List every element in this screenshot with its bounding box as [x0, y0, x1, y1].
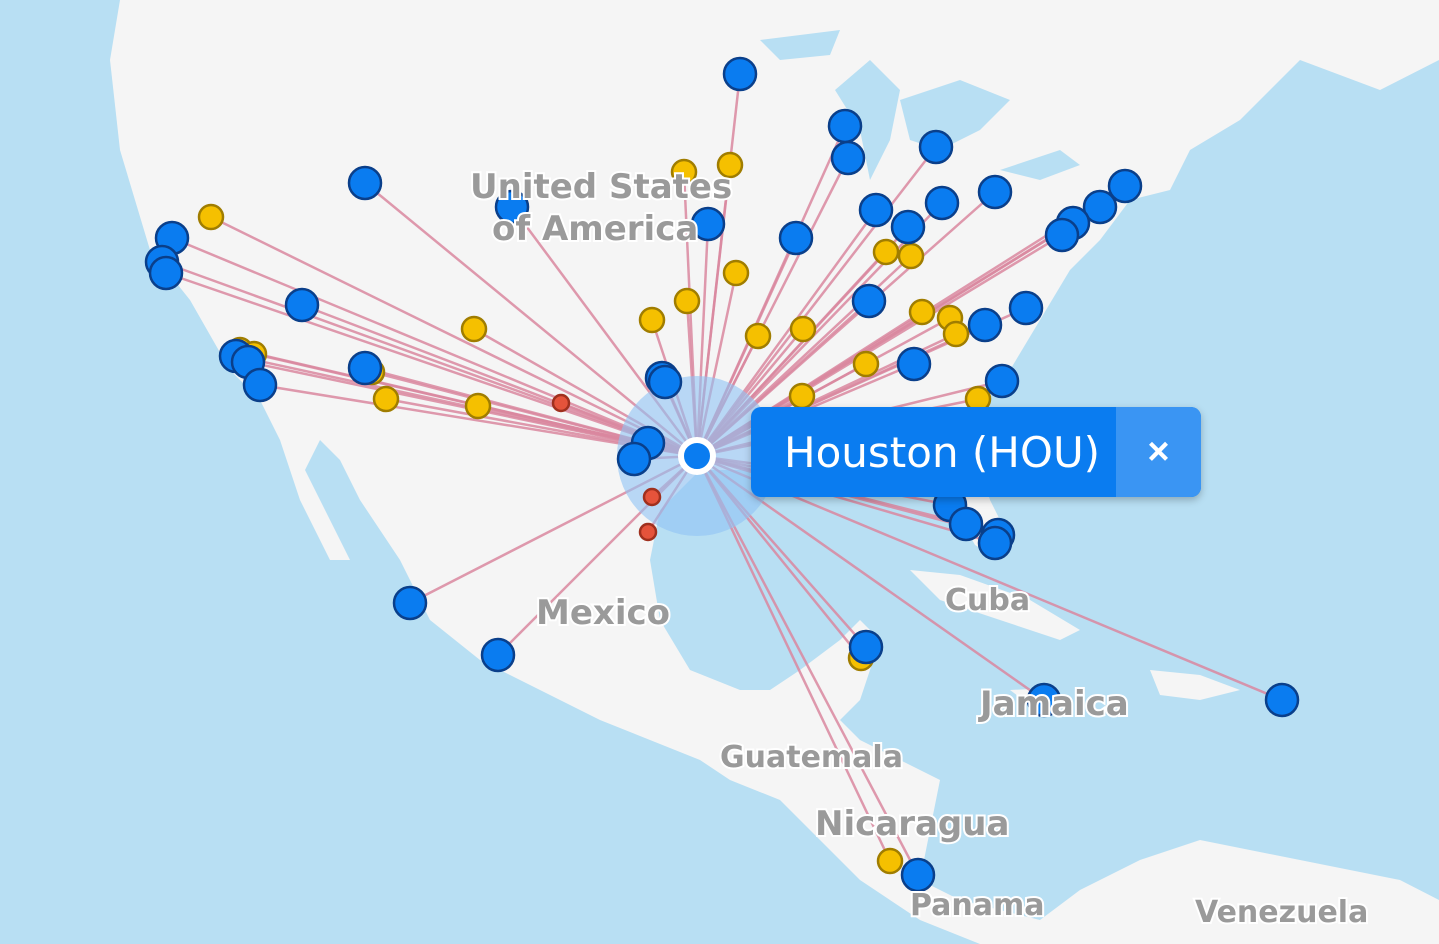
- airport-marker-blue[interactable]: [148, 255, 184, 291]
- airport-marker-blue[interactable]: [494, 189, 530, 225]
- airport-marker-blue[interactable]: [1107, 168, 1143, 204]
- airport-marker-yellow[interactable]: [852, 350, 880, 378]
- route-line: [210, 215, 698, 458]
- airport-marker-yellow[interactable]: [197, 203, 225, 231]
- label-usa-2: of America: [492, 209, 698, 249]
- airport-marker-blue[interactable]: [778, 220, 814, 256]
- label-venezuela: Venezuela: [1195, 895, 1368, 930]
- airport-marker-red[interactable]: [642, 487, 662, 507]
- country-labels: United States of America Mexico Cuba Jam…: [468, 165, 1370, 932]
- label-nicaragua: Nicaragua: [815, 804, 1009, 844]
- airport-marker-blue[interactable]: [1082, 189, 1118, 225]
- airport-marker-yellow[interactable]: [673, 287, 701, 315]
- airport-marker-blue[interactable]: [830, 140, 866, 176]
- label-guatemala: Guatemala: [720, 740, 903, 775]
- airport-marker-blue[interactable]: [924, 185, 960, 221]
- hub-marker-houston[interactable]: [678, 437, 716, 475]
- airport-marker-yellow[interactable]: [897, 242, 925, 270]
- airport-marker-blue[interactable]: [392, 585, 428, 621]
- airport-marker-blue[interactable]: [242, 367, 278, 403]
- airport-marker-yellow[interactable]: [788, 382, 816, 410]
- airport-marker-blue[interactable]: [984, 363, 1020, 399]
- close-icon: ×: [1147, 430, 1170, 473]
- airport-marker-yellow[interactable]: [942, 320, 970, 348]
- airport-marker-red[interactable]: [551, 393, 571, 413]
- airport-popup: Houston (HOU) ×: [751, 407, 1201, 497]
- close-button[interactable]: ×: [1116, 407, 1201, 497]
- airport-marker-yellow[interactable]: [372, 385, 400, 413]
- route-line: [165, 271, 698, 458]
- route-line: [171, 236, 698, 458]
- airport-marker-red[interactable]: [638, 522, 658, 542]
- airport-marker-blue[interactable]: [616, 441, 652, 477]
- airport-marker-yellow[interactable]: [638, 306, 666, 334]
- airport-marker-yellow[interactable]: [908, 298, 936, 326]
- airport-marker-blue[interactable]: [1008, 290, 1044, 326]
- airport-marker-blue[interactable]: [977, 525, 1013, 561]
- airport-marker-yellow[interactable]: [872, 238, 900, 266]
- airport-marker-blue[interactable]: [1044, 217, 1080, 253]
- airport-marker-yellow[interactable]: [876, 847, 904, 875]
- airport-marker-blue[interactable]: [948, 506, 984, 542]
- airport-marker-yellow[interactable]: [722, 259, 750, 287]
- airport-marker-yellow[interactable]: [464, 392, 492, 420]
- airport-marker-blue[interactable]: [647, 364, 683, 400]
- airport-marker-blue[interactable]: [900, 857, 936, 893]
- route-line: [161, 260, 698, 458]
- airport-marker-blue[interactable]: [848, 629, 884, 665]
- label-mexico: Mexico: [536, 593, 670, 633]
- airport-marker-yellow[interactable]: [789, 315, 817, 343]
- label-jamaica: Jamaica: [978, 684, 1129, 724]
- airport-marker-blue[interactable]: [1026, 682, 1062, 718]
- airport-marker-blue[interactable]: [977, 174, 1013, 210]
- airport-marker-blue[interactable]: [722, 56, 758, 92]
- popup-title: Houston (HOU): [784, 427, 1101, 477]
- airport-marker-blue[interactable]: [284, 287, 320, 323]
- airport-marker-blue[interactable]: [896, 346, 932, 382]
- land: [110, 0, 1439, 944]
- label-panama: Panama: [910, 888, 1045, 923]
- airport-marker-blue[interactable]: [690, 206, 726, 242]
- airport-marker-blue[interactable]: [851, 283, 887, 319]
- airport-marker-blue[interactable]: [480, 637, 516, 673]
- label-cuba: Cuba: [945, 583, 1030, 618]
- airport-marker-blue[interactable]: [827, 108, 863, 144]
- airport-marker-yellow[interactable]: [670, 158, 698, 186]
- airport-markers[interactable]: [144, 56, 1300, 893]
- airport-marker-blue[interactable]: [858, 192, 894, 228]
- airport-marker-yellow[interactable]: [460, 315, 488, 343]
- airport-marker-blue[interactable]: [347, 350, 383, 386]
- airport-marker-blue[interactable]: [890, 209, 926, 245]
- airport-marker-blue[interactable]: [1264, 682, 1300, 718]
- airport-marker-blue[interactable]: [967, 307, 1003, 343]
- airport-marker-yellow[interactable]: [716, 151, 744, 179]
- label-usa-1: United States: [470, 167, 732, 207]
- airport-marker-blue[interactable]: [918, 129, 954, 165]
- airport-marker-yellow[interactable]: [744, 322, 772, 350]
- airport-marker-blue[interactable]: [347, 165, 383, 201]
